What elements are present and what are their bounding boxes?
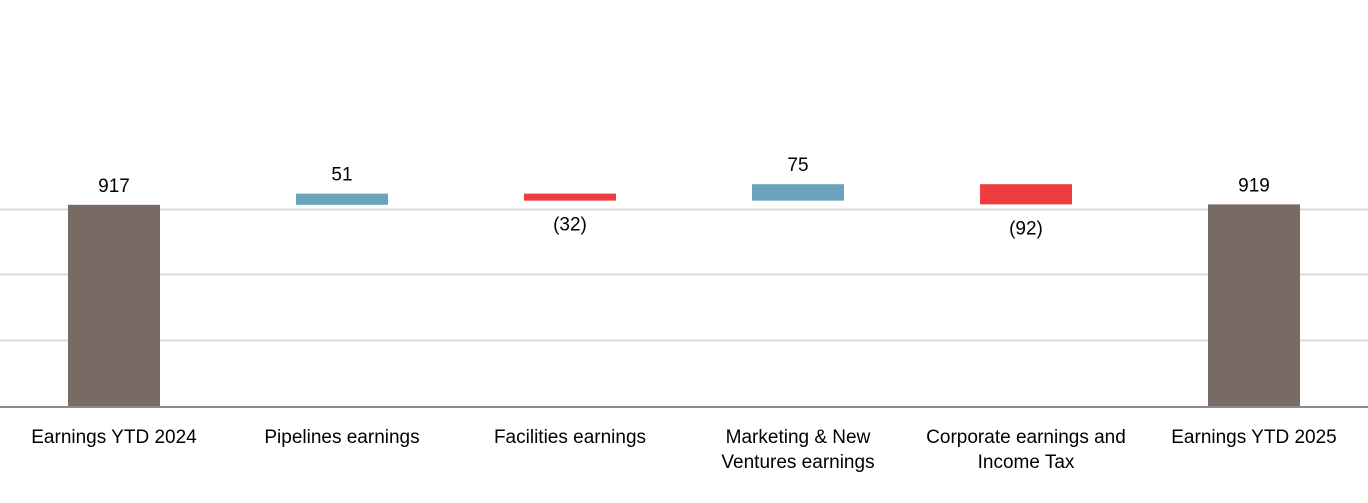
category-labels: Earnings YTD 2024 Pipelines earnings Facil… (31, 427, 1336, 473)
category-label-3: Facilities earnings (494, 427, 646, 448)
bar-6 (1208, 204, 1300, 406)
data-label-3: (32) (553, 215, 587, 236)
category-label-5: Corporate earnings and Income Tax (926, 427, 1126, 473)
data-label-6: 919 (1238, 175, 1270, 196)
category-label-1: Earnings YTD 2024 (31, 427, 197, 448)
data-labels: 917 51 (32) 75 (92) 919 (98, 155, 1270, 239)
data-label-4: 75 (787, 155, 808, 176)
data-label-1: 917 (98, 176, 130, 197)
category-label-6: Earnings YTD 2025 (1171, 427, 1336, 448)
data-label-2: 51 (331, 165, 352, 186)
bar-1 (68, 204, 160, 406)
category-label-4: Marketing & New Ventures earnings (721, 427, 874, 473)
data-label-5: (92) (1009, 218, 1043, 239)
bars (68, 184, 1300, 406)
bar-5 (980, 184, 1072, 205)
gridlines (0, 208, 1368, 342)
bar-4 (752, 184, 844, 201)
bar-2 (296, 193, 388, 205)
category-label-2: Pipelines earnings (264, 427, 419, 448)
bar-3 (524, 193, 616, 201)
